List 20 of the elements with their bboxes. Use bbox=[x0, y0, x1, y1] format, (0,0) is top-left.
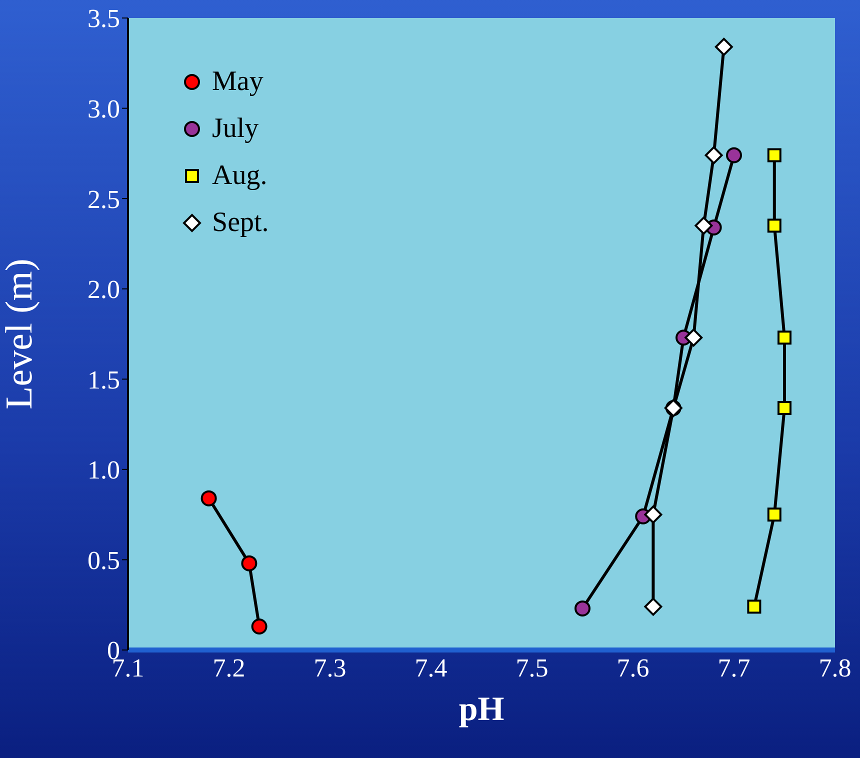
y-tick-label: 3.0 bbox=[88, 94, 120, 124]
legend-label: July bbox=[212, 112, 259, 144]
y-tick-label: 3.5 bbox=[88, 4, 120, 34]
x-tick-label: 7.2 bbox=[212, 653, 246, 682]
y-tick-label: 2.0 bbox=[88, 275, 120, 304]
x-tick-label: 7.6 bbox=[616, 653, 650, 682]
y-axis-title: Level (m) bbox=[0, 258, 40, 410]
legend-label: May bbox=[212, 66, 264, 98]
x-tick-label: 7.3 bbox=[314, 653, 346, 682]
legend-label: Sept. bbox=[212, 206, 269, 238]
x-tick-label: 7.8 bbox=[818, 653, 852, 682]
y-tick-label: 2.5 bbox=[88, 184, 120, 214]
y-tick-label: 0.5 bbox=[88, 546, 120, 575]
x-tick-label: 7.7 bbox=[718, 653, 750, 682]
y-tick-label: 1.0 bbox=[88, 456, 120, 485]
legend-label: Aug. bbox=[212, 160, 268, 192]
x-tick-label: 7.4 bbox=[414, 653, 448, 682]
x-tick-label: 7.5 bbox=[516, 653, 548, 682]
x-axis-title: pH bbox=[458, 691, 504, 728]
y-tick-label: 1.5 bbox=[88, 365, 120, 394]
